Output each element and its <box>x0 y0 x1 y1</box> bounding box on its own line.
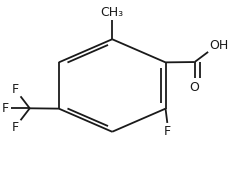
Text: F: F <box>164 126 171 139</box>
Text: F: F <box>2 102 9 115</box>
Text: O: O <box>190 81 200 94</box>
Text: F: F <box>12 83 19 96</box>
Text: OH: OH <box>209 39 228 52</box>
Text: F: F <box>12 121 19 134</box>
Text: CH₃: CH₃ <box>101 6 124 19</box>
